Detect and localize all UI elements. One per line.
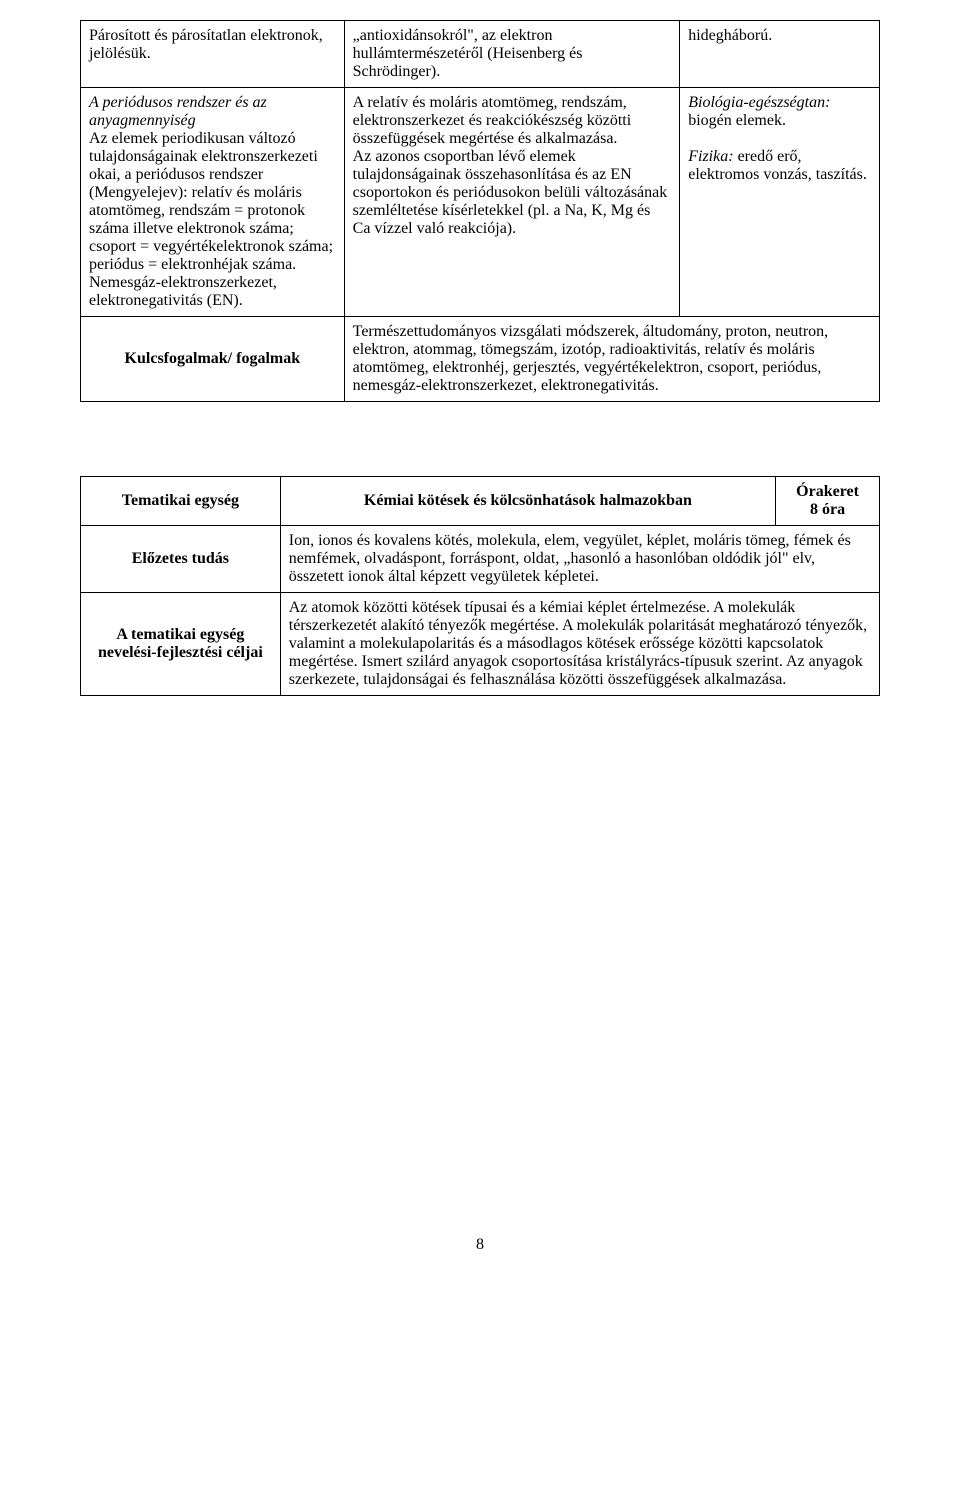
- table-row: Előzetes tudás Ion, ionos és kovalens kö…: [81, 526, 880, 593]
- orakeret-value: 8 óra: [810, 501, 845, 518]
- cell-tematikai-egyseg-title: Kémiai kötések és kölcsönhatások halmazo…: [280, 477, 775, 526]
- cell-text: biogén elemek.: [688, 112, 786, 129]
- cell-hideghaboru: hidegháború.: [680, 21, 880, 88]
- italic-label: Biológia-egészségtan:: [688, 94, 830, 111]
- cell-nevelesi-celjai-label: A tematikai egység nevelési-fejlesztési …: [81, 593, 281, 696]
- cell-kulcsfogalmak-text: Természettudományos vizsgálati módszerek…: [344, 317, 879, 402]
- table-row: Kulcsfogalmak/ fogalmak Természettudomán…: [81, 317, 880, 402]
- cell-orakeret: Órakeret 8 óra: [776, 477, 880, 526]
- cell-relativ: A relatív és moláris atomtömeg, rendszám…: [344, 88, 680, 317]
- cell-biologia-fizika: Biológia-egészségtan: biogén elemek. Fiz…: [680, 88, 880, 317]
- cell-nevelesi-celjai-text: Az atomok közötti kötések típusai és a k…: [280, 593, 879, 696]
- cell-kulcsfogalmak-label: Kulcsfogalmak/ fogalmak: [81, 317, 345, 402]
- table-row: Tematikai egység Kémiai kötések és kölcs…: [81, 477, 880, 526]
- table-curriculum-lower: Tematikai egység Kémiai kötések és kölcs…: [80, 476, 880, 696]
- cell-tematikai-egyseg-label: Tematikai egység: [81, 477, 281, 526]
- page-number: 8: [80, 1236, 880, 1254]
- italic-label: Fizika:: [688, 148, 733, 165]
- cell-elozetes-tudas-text: Ion, ionos és kovalens kötés, molekula, …: [280, 526, 879, 593]
- cell-text: Az elemek periodikusan változó tulajdons…: [89, 130, 333, 309]
- table-curriculum-upper: Párosított és párosítatlan elektronok, j…: [80, 20, 880, 402]
- table-row: A tematikai egység nevelési-fejlesztési …: [81, 593, 880, 696]
- italic-heading: A periódusos rendszer és az anyagmennyis…: [89, 94, 267, 129]
- cell-text: A relatív és moláris atomtömeg, rendszám…: [353, 94, 632, 147]
- cell-antioxidansok: „antioxidánsokról", az elektron hullámte…: [344, 21, 680, 88]
- cell-electronok: Párosított és párosítatlan elektronok, j…: [81, 21, 345, 88]
- cell-periodusos: A periódusos rendszer és az anyagmennyis…: [81, 88, 345, 317]
- spacer: [80, 416, 880, 476]
- table-row: Párosított és párosítatlan elektronok, j…: [81, 21, 880, 88]
- cell-text: Az azonos csoportban lévő elemek tulajdo…: [353, 148, 668, 237]
- table-row: A periódusos rendszer és az anyagmennyis…: [81, 88, 880, 317]
- cell-elozetes-tudas-label: Előzetes tudás: [81, 526, 281, 593]
- orakeret-label: Órakeret: [796, 483, 859, 500]
